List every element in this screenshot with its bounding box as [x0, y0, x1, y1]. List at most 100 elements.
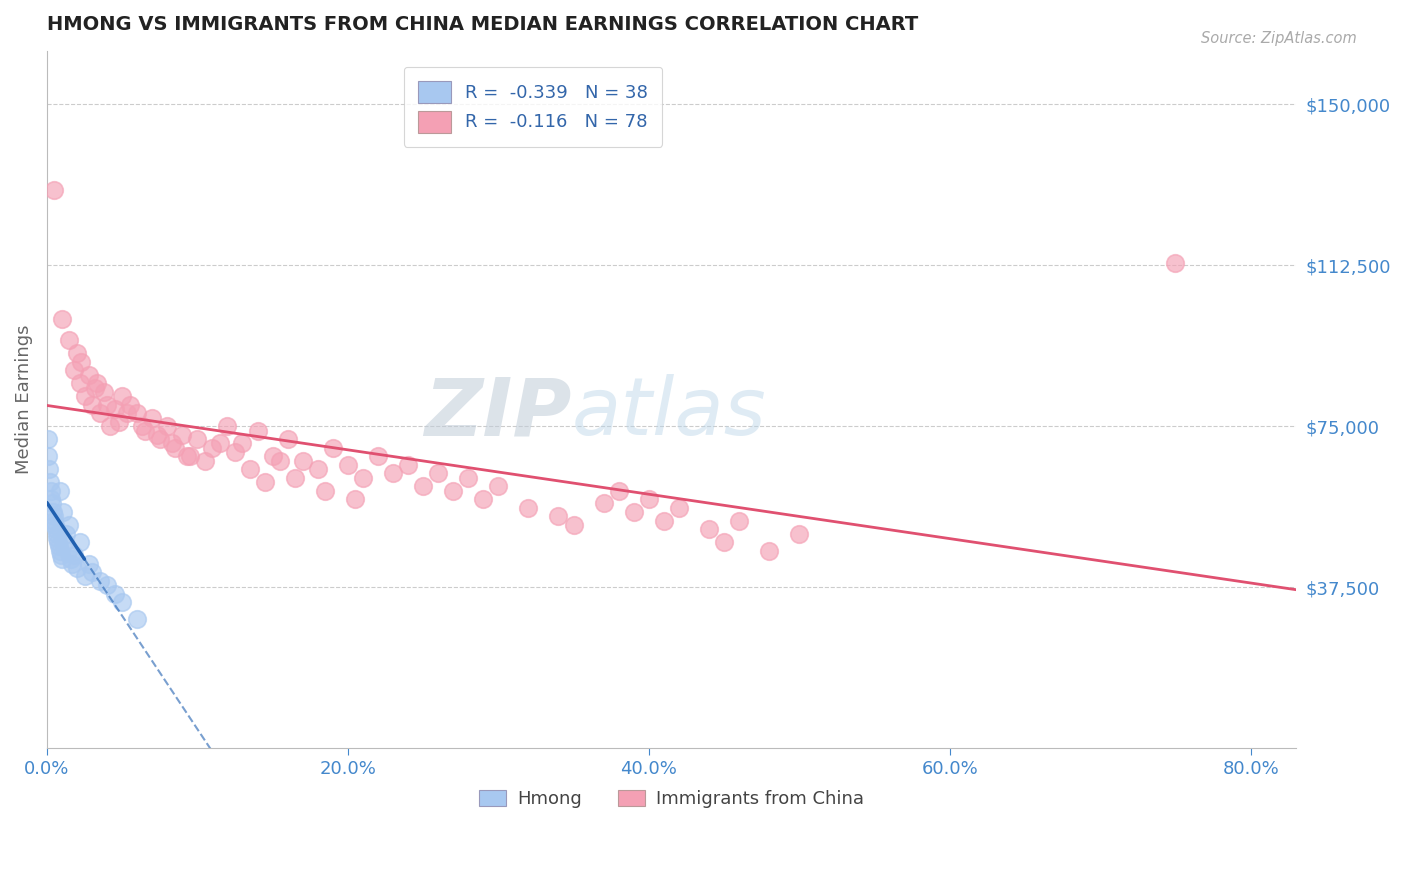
Point	[277, 432, 299, 446]
Point	[80, 565, 103, 579]
Point	[127, 406, 149, 420]
Point	[42, 505, 65, 519]
Point	[668, 500, 690, 515]
Point	[63, 363, 86, 377]
Point	[98, 419, 121, 434]
Text: Source: ZipAtlas.com: Source: ZipAtlas.com	[1201, 31, 1357, 46]
Point	[131, 419, 153, 434]
Point	[145, 427, 167, 442]
Point	[179, 450, 201, 464]
Point	[623, 505, 645, 519]
Point	[637, 492, 659, 507]
Point	[96, 398, 118, 412]
Legend: Hmong, Immigrants from China: Hmong, Immigrants from China	[472, 783, 870, 815]
Point	[134, 424, 156, 438]
Point	[291, 453, 314, 467]
Point	[787, 526, 810, 541]
Point	[53, 535, 76, 549]
Point	[562, 517, 585, 532]
Point	[344, 492, 367, 507]
Point	[127, 612, 149, 626]
Point	[697, 522, 720, 536]
Point	[246, 424, 269, 438]
Point	[42, 509, 65, 524]
Point	[48, 483, 70, 498]
Point	[69, 535, 91, 549]
Point	[713, 535, 735, 549]
Point	[396, 458, 419, 472]
Point	[93, 384, 115, 399]
Point	[607, 483, 630, 498]
Point	[322, 441, 344, 455]
Point	[55, 526, 77, 541]
Point	[269, 453, 291, 467]
Point	[254, 475, 277, 489]
Point	[39, 483, 62, 498]
Point	[44, 514, 66, 528]
Point	[111, 389, 134, 403]
Point	[89, 574, 111, 588]
Point	[49, 543, 72, 558]
Point	[41, 492, 63, 507]
Point	[336, 458, 359, 472]
Point	[66, 561, 89, 575]
Point	[69, 376, 91, 391]
Point	[104, 402, 127, 417]
Point	[84, 381, 107, 395]
Point	[51, 552, 73, 566]
Point	[156, 419, 179, 434]
Point	[186, 432, 208, 446]
Point	[1164, 256, 1187, 270]
Point	[592, 496, 614, 510]
Point	[77, 368, 100, 382]
Point	[108, 415, 131, 429]
Point	[46, 535, 69, 549]
Point	[472, 492, 495, 507]
Point	[77, 557, 100, 571]
Point	[163, 441, 186, 455]
Point	[44, 517, 66, 532]
Point	[517, 500, 540, 515]
Point	[111, 595, 134, 609]
Point	[96, 578, 118, 592]
Point	[284, 471, 307, 485]
Point	[51, 548, 73, 562]
Point	[547, 509, 569, 524]
Point	[86, 376, 108, 391]
Point	[307, 462, 329, 476]
Point	[728, 514, 751, 528]
Point	[141, 410, 163, 425]
Point	[486, 479, 509, 493]
Point	[367, 450, 389, 464]
Point	[176, 450, 198, 464]
Point	[352, 471, 374, 485]
Point	[66, 346, 89, 360]
Point	[118, 398, 141, 412]
Text: atlas: atlas	[571, 375, 766, 452]
Point	[62, 557, 84, 571]
Point	[70, 355, 93, 369]
Point	[58, 517, 80, 532]
Point	[56, 543, 79, 558]
Y-axis label: Median Earnings: Median Earnings	[15, 325, 32, 475]
Point	[80, 398, 103, 412]
Point	[48, 540, 70, 554]
Text: ZIP: ZIP	[425, 375, 571, 452]
Point	[63, 548, 86, 562]
Point	[160, 436, 183, 450]
Point	[224, 445, 246, 459]
Point	[51, 312, 73, 326]
Point	[89, 406, 111, 420]
Point	[38, 475, 60, 489]
Point	[73, 389, 96, 403]
Point	[441, 483, 464, 498]
Point	[73, 569, 96, 583]
Point	[45, 526, 67, 541]
Point	[427, 467, 450, 481]
Point	[52, 505, 75, 519]
Point	[172, 427, 194, 442]
Point	[239, 462, 262, 476]
Point	[59, 552, 82, 566]
Point	[381, 467, 404, 481]
Point	[262, 450, 284, 464]
